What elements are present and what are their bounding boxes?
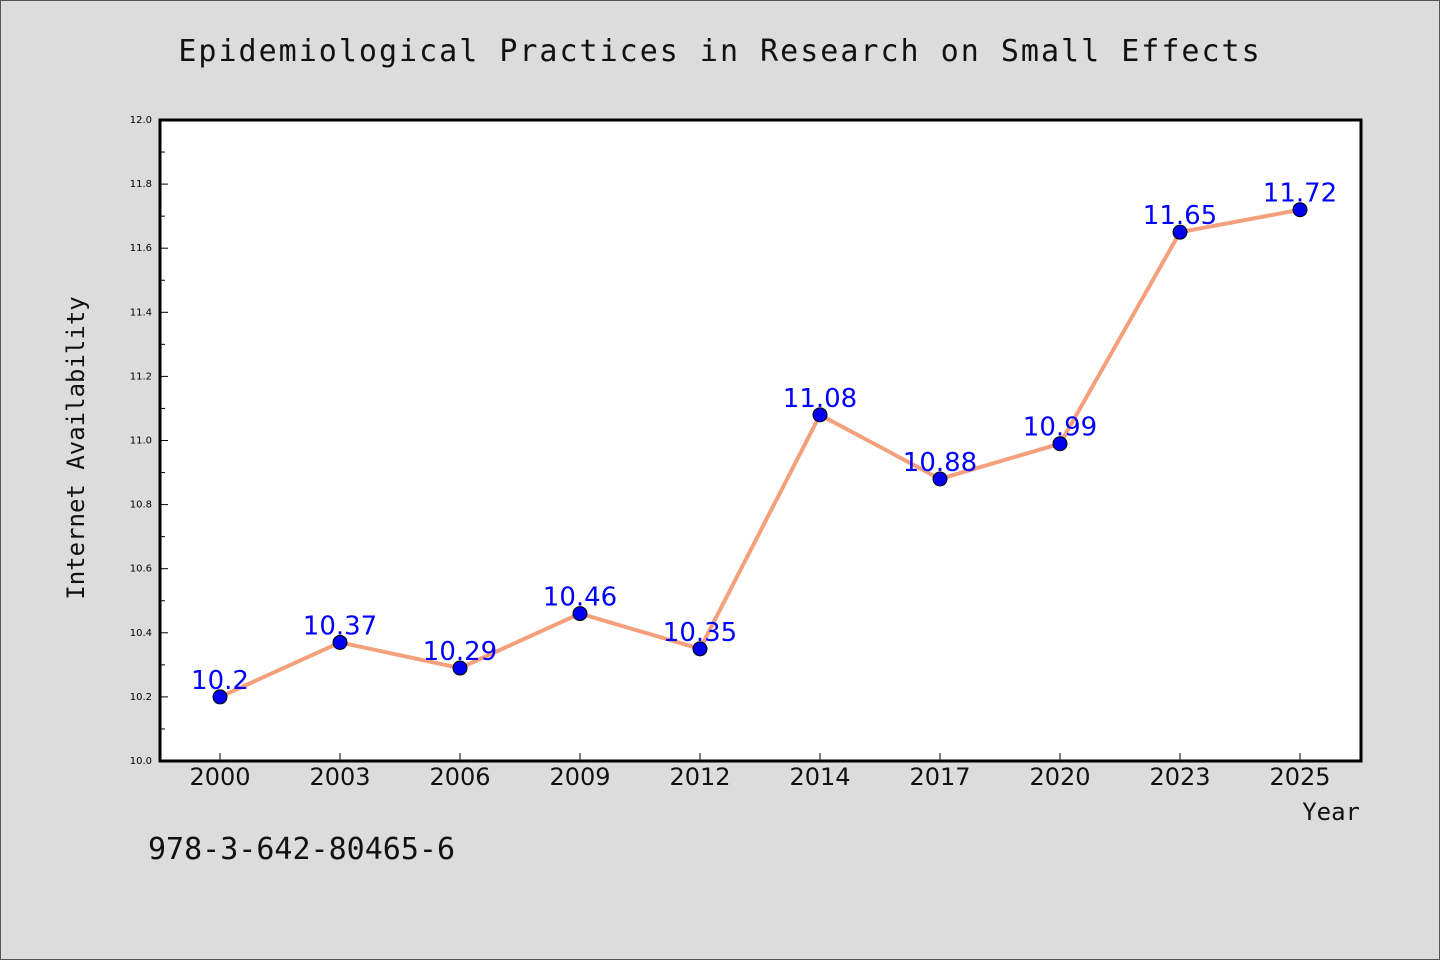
data-point — [332, 634, 348, 650]
y-tick-label: 11.4 — [130, 307, 152, 318]
data-point — [812, 407, 828, 423]
x-tick-label: 2017 — [909, 763, 970, 791]
chart-title: Epidemiological Practices in Research on… — [178, 34, 1262, 69]
plot-area — [158, 118, 1363, 763]
y-tick-label: 10.6 — [130, 564, 152, 575]
data-label: 10.2 — [191, 666, 249, 696]
data-point — [452, 660, 468, 676]
series-line-group — [219, 207, 1301, 699]
data-point — [572, 606, 588, 622]
x-axis: 2000 2003 2006 2009 2012 2014 2017 2020 2023 2025 — [189, 753, 1331, 791]
y-tick-label: 10.0 — [130, 756, 152, 767]
data-label: 10.37 — [303, 611, 377, 641]
data-label: 11.65 — [1143, 201, 1217, 231]
y-tick-label: 10.8 — [130, 500, 152, 511]
y-axis: 10.0 10.2 10.4 10.6 10.8 11.0 11.2 11.4 11.6 11.8… — [130, 115, 168, 767]
x-tick-label: 2012 — [669, 763, 730, 791]
y-tick-label: 11.6 — [130, 243, 152, 254]
data-label: 10.35 — [663, 618, 737, 648]
data-label: 10.29 — [423, 637, 497, 667]
x-tick-label: 2000 — [189, 763, 250, 791]
x-axis-label: Year — [1302, 798, 1360, 826]
data-label: 10.99 — [1023, 413, 1097, 443]
data-label: 11.08 — [783, 384, 857, 414]
x-tick-label: 2014 — [789, 763, 850, 791]
y-tick-label: 12.0 — [130, 115, 152, 126]
y-axis-label: Internet Availability — [62, 296, 90, 599]
data-labels: 10.2 10.37 10.29 10.46 10.35 11.08 10.88 10.99 1… — [191, 179, 1337, 696]
data-point — [692, 641, 708, 657]
data-points — [212, 202, 1308, 705]
data-point — [1172, 224, 1188, 240]
x-tick-label: 2003 — [309, 763, 370, 791]
data-label: 11.72 — [1263, 179, 1337, 209]
y-tick-label: 11.8 — [130, 179, 152, 190]
x-tick-label: 2020 — [1029, 763, 1090, 791]
x-tick-label: 2009 — [549, 763, 610, 791]
data-label: 10.88 — [903, 448, 977, 478]
series-line — [219, 207, 1301, 699]
x-tick-label: 2025 — [1269, 763, 1330, 791]
data-point — [1292, 202, 1308, 218]
data-point — [932, 471, 948, 487]
x-tick-label: 2023 — [1149, 763, 1210, 791]
footer-code: 978-3-642-80465-6 — [148, 832, 456, 867]
x-tick-label: 2006 — [429, 763, 490, 791]
data-point — [212, 689, 228, 705]
y-tick-label: 11.0 — [130, 436, 152, 447]
y-tick-label: 10.4 — [130, 628, 152, 639]
data-label: 10.46 — [543, 583, 617, 613]
y-tick-label: 11.2 — [130, 371, 152, 382]
data-point — [1052, 436, 1068, 452]
y-tick-label: 10.2 — [130, 692, 152, 703]
